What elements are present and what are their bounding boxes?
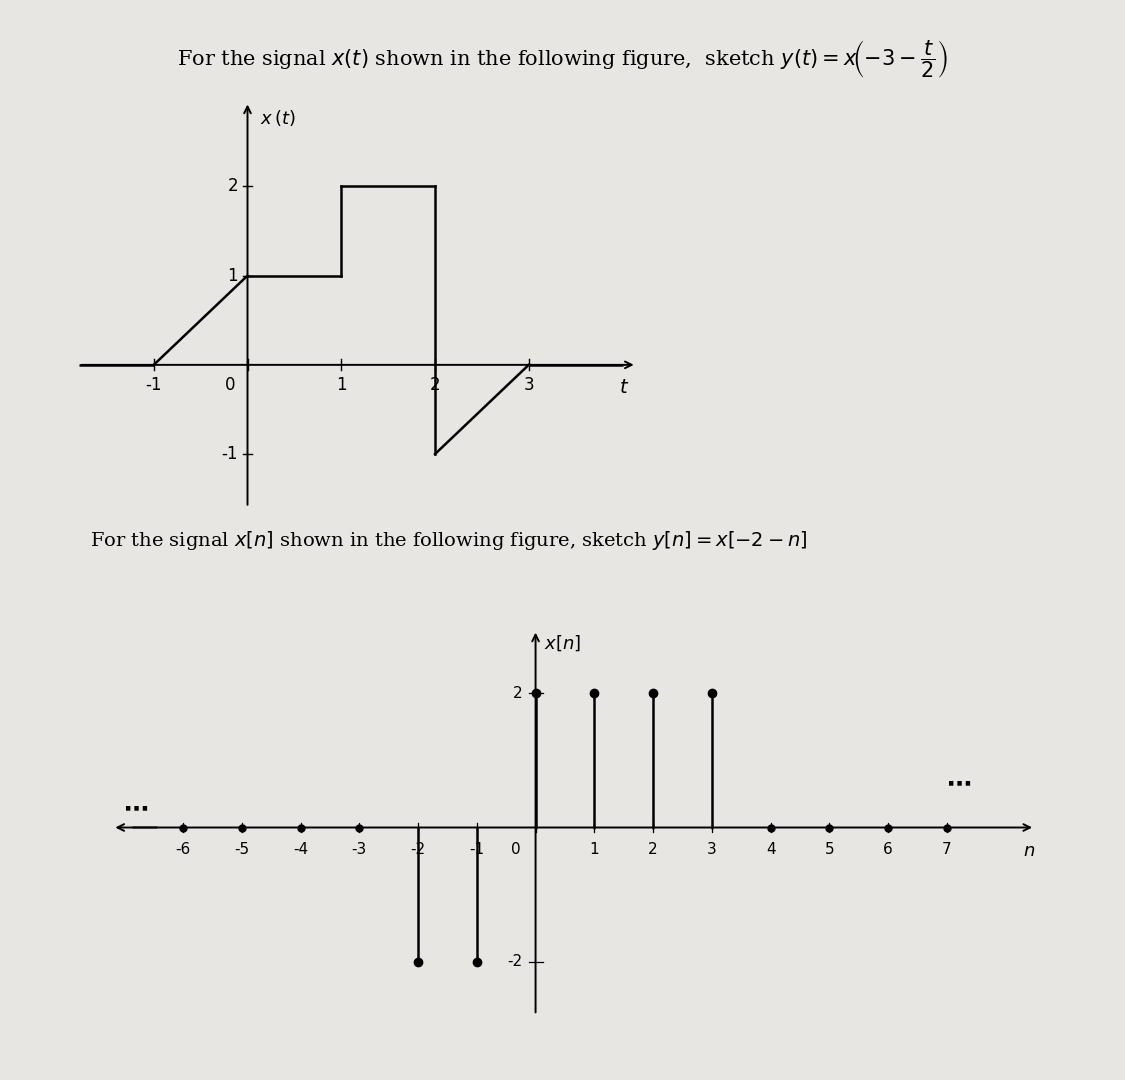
- Text: For the signal $x[n]$ shown in the following figure, sketch $y[n] = x[-2-n]$: For the signal $x[n]$ shown in the follo…: [90, 529, 808, 552]
- Text: 4: 4: [766, 842, 775, 858]
- Text: -1: -1: [469, 842, 485, 858]
- Text: 3: 3: [523, 377, 534, 394]
- Text: -3: -3: [352, 842, 367, 858]
- Text: $\mathbf{\cdots}$: $\mathbf{\cdots}$: [946, 771, 971, 796]
- Text: 0: 0: [511, 842, 521, 858]
- Text: $\mathbf{\cdots}$: $\mathbf{\cdots}$: [124, 796, 148, 821]
- Text: $x[n]$: $x[n]$: [544, 633, 582, 652]
- Text: 0: 0: [225, 377, 235, 394]
- Text: 7: 7: [942, 842, 952, 858]
- Text: 1: 1: [336, 377, 346, 394]
- Text: 6: 6: [883, 842, 893, 858]
- Text: $n$: $n$: [1023, 842, 1035, 861]
- Text: 2: 2: [430, 377, 440, 394]
- Text: 2: 2: [513, 686, 523, 701]
- Text: -5: -5: [234, 842, 250, 858]
- Text: 3: 3: [706, 842, 717, 858]
- Text: $t$: $t$: [619, 378, 630, 397]
- Text: -2: -2: [411, 842, 425, 858]
- Text: 1: 1: [227, 267, 238, 285]
- Text: 2: 2: [648, 842, 658, 858]
- Text: 5: 5: [825, 842, 834, 858]
- Text: 1: 1: [590, 842, 600, 858]
- Text: $x\,(t)$: $x\,(t)$: [260, 108, 295, 127]
- Text: -2: -2: [507, 954, 523, 969]
- Text: For the signal $x(t)$ shown in the following figure,  sketch $y(t) = x\!\left(-3: For the signal $x(t)$ shown in the follo…: [177, 38, 948, 80]
- Text: -6: -6: [176, 842, 190, 858]
- Text: -4: -4: [292, 842, 308, 858]
- Text: -1: -1: [145, 377, 162, 394]
- Text: 2: 2: [227, 177, 238, 195]
- Text: -1: -1: [222, 445, 238, 463]
